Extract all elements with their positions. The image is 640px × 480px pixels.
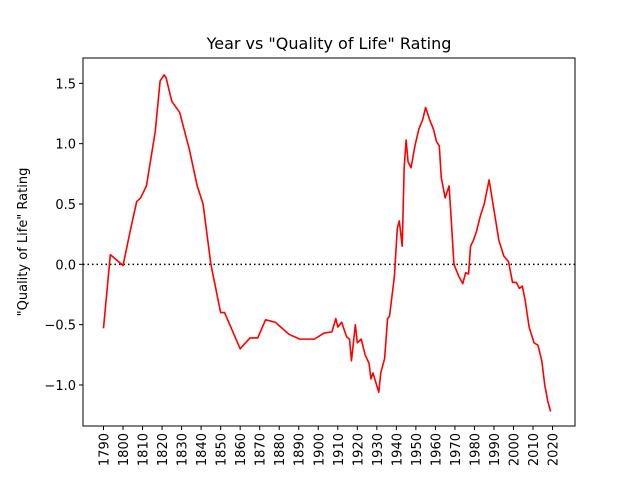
x-tick-label: 1870 (254, 433, 269, 466)
y-tick-label: 0.0 (55, 258, 76, 273)
y-tick-label: −1.0 (44, 379, 76, 394)
x-tick-label: 1940 (390, 433, 405, 466)
x-tick-label: 1960 (429, 433, 444, 466)
x-tick-label: 1800 (117, 433, 132, 466)
y-tick-label: 1.5 (55, 77, 76, 92)
x-tick-label: 2010 (527, 433, 542, 466)
y-tick-label: 0.5 (55, 198, 76, 213)
chart-title: Year vs "Quality of Life" Rating (206, 34, 452, 53)
plot-frame (82, 57, 576, 427)
x-tick-label: 1910 (332, 433, 347, 466)
x-tick-label: 1790 (98, 433, 113, 466)
x-tick-label: 1840 (195, 433, 210, 466)
x-tick-label: 1950 (410, 433, 425, 466)
x-tick-label: 1920 (351, 433, 366, 466)
y-axis-label: "Quality of Life" Rating (16, 168, 31, 317)
data-line (102, 74, 552, 412)
x-tick-label: 1890 (293, 433, 308, 466)
x-tick-label: 1810 (137, 433, 152, 466)
x-tick-label: 1970 (449, 433, 464, 466)
x-tick-label: 1850 (215, 433, 230, 466)
x-tick-label: 1990 (488, 433, 503, 466)
x-tick-label: 1860 (234, 433, 249, 466)
x-tick-label: 1830 (176, 433, 191, 466)
x-tick-label: 1980 (468, 433, 483, 466)
y-tick-label: −0.5 (44, 319, 76, 334)
x-tick-label: 2000 (508, 433, 523, 466)
y-tick-label: 1.0 (55, 138, 76, 153)
x-tick-label: 1820 (156, 433, 171, 466)
x-tick-label: 1900 (312, 433, 327, 466)
x-tick-label: 1880 (273, 433, 288, 466)
x-tick-label: 1930 (371, 433, 386, 466)
x-tick-label: 2020 (547, 433, 562, 466)
